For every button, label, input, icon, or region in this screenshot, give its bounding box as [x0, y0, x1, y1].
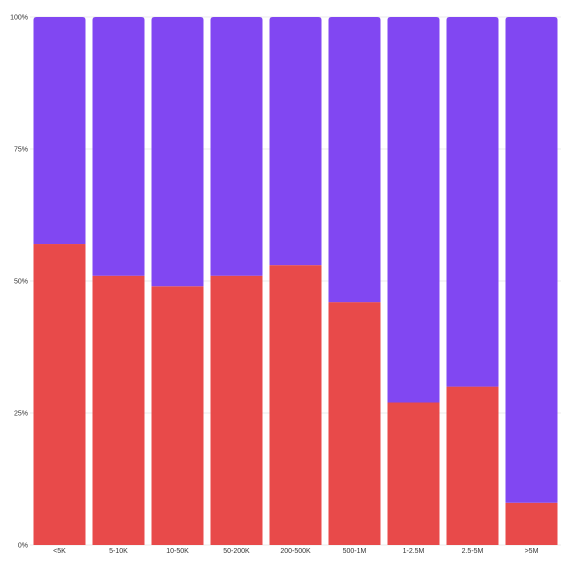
bar-segment-lower[interactable] [269, 265, 322, 545]
bar-segment-upper[interactable] [33, 17, 86, 245]
bar-segment-upper[interactable] [92, 17, 145, 276]
bar-segment-lower[interactable] [33, 244, 86, 546]
x-tick-label: 1-2.5M [403, 548, 425, 555]
x-tick-label: >5M [525, 548, 539, 555]
bar-segment-upper[interactable] [505, 17, 558, 503]
bar-segment-lower[interactable] [151, 286, 204, 545]
y-tick-label: 100% [10, 15, 28, 22]
x-tick-label: 500-1M [343, 548, 367, 555]
bar-segment-lower[interactable] [210, 275, 263, 545]
bar-segment-lower[interactable] [92, 275, 145, 545]
bar-segment-upper[interactable] [328, 17, 381, 303]
bar-segment-upper[interactable] [151, 17, 204, 287]
y-tick-label: 75% [14, 147, 28, 154]
x-tick-label: 10-50K [166, 548, 189, 555]
bar-segment-upper[interactable] [387, 17, 440, 403]
x-tick-label: 50-200K [223, 548, 250, 555]
bars [33, 17, 558, 546]
bar-segment-lower[interactable] [328, 302, 381, 545]
bar-segment-upper[interactable] [210, 17, 263, 276]
y-axis: 0% 25% 50% 75% 100% [10, 15, 28, 550]
y-tick-label: 25% [14, 411, 28, 418]
bar-segment-lower[interactable] [387, 402, 440, 545]
bar-segment-lower[interactable] [446, 386, 499, 545]
x-axis: <5K 5-10K 10-50K 50-200K 200-500K 500-1M 1-2.5… [53, 548, 538, 555]
bar-segment-lower[interactable] [505, 502, 558, 545]
y-tick-label: 0% [18, 543, 28, 550]
x-tick-label: 2.5-5M [462, 548, 484, 555]
bar-segment-upper[interactable] [269, 17, 322, 266]
x-tick-label: <5K [53, 548, 66, 555]
y-tick-label: 50% [14, 279, 28, 286]
x-tick-label: 5-10K [109, 548, 128, 555]
x-tick-label: 200-500K [280, 548, 311, 555]
bar-segment-upper[interactable] [446, 17, 499, 387]
